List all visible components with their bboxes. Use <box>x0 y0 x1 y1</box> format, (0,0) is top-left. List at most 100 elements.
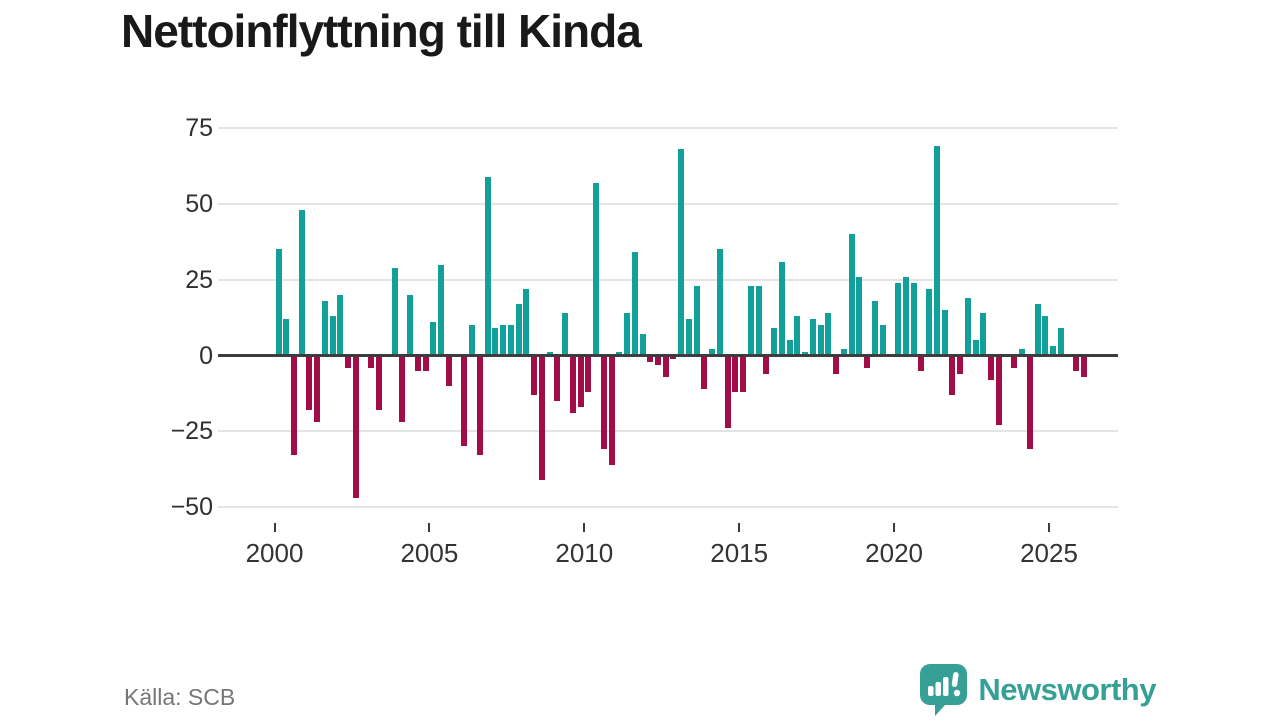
y-axis-tick-label: −50 <box>170 493 213 521</box>
bar <box>895 282 902 356</box>
bar <box>724 355 731 429</box>
bar <box>910 282 917 356</box>
bar <box>771 328 778 356</box>
bar <box>569 355 576 414</box>
x-axis-tick-label: 2010 <box>555 538 614 568</box>
newsworthy-wordmark: Newsworthy <box>978 672 1156 707</box>
bar <box>546 352 553 356</box>
bar <box>329 316 336 356</box>
bar <box>685 319 692 356</box>
x-axis-tick-label: 2000 <box>245 538 304 568</box>
bar <box>763 355 770 374</box>
gridline <box>218 506 1118 508</box>
bar <box>655 355 661 365</box>
bar <box>337 294 344 356</box>
bar <box>391 267 398 356</box>
bar <box>778 261 785 356</box>
bar <box>275 249 282 356</box>
bar <box>600 355 607 450</box>
bar <box>298 210 305 356</box>
bar <box>662 355 669 377</box>
bar <box>422 355 429 371</box>
newsworthy-speech-bubble-chart-icon <box>920 664 968 716</box>
bar <box>972 340 979 356</box>
bar <box>438 264 445 356</box>
bar <box>647 355 654 362</box>
bar <box>693 285 700 356</box>
bar <box>321 300 328 356</box>
bar <box>709 349 716 356</box>
gridline <box>218 278 1118 281</box>
bar <box>995 355 1002 426</box>
bar <box>1042 316 1049 356</box>
bar <box>376 355 383 411</box>
source-note: Källa: SCB <box>124 684 236 710</box>
x-axis-tick-mark <box>428 523 431 532</box>
bar <box>933 146 940 356</box>
bar <box>593 182 600 356</box>
bar <box>585 355 592 392</box>
bar <box>701 355 708 389</box>
bar <box>352 355 359 498</box>
bar <box>918 355 925 371</box>
bar <box>740 355 747 392</box>
x-axis-tick-mark <box>738 523 741 532</box>
bar <box>802 352 809 356</box>
bar <box>964 297 971 356</box>
bar <box>445 355 452 386</box>
bar <box>1080 355 1087 377</box>
bar <box>500 325 507 356</box>
bar <box>484 176 491 356</box>
y-axis-tick-label: 75 <box>185 114 213 143</box>
bar <box>314 355 321 423</box>
bar <box>957 355 964 374</box>
bar <box>631 252 638 356</box>
bar <box>848 234 855 356</box>
bar <box>345 355 352 368</box>
bar <box>809 319 816 356</box>
bar <box>902 276 909 356</box>
bar <box>399 355 406 423</box>
bar <box>1057 328 1064 356</box>
chart-title: Nettoinflyttning till Kinda <box>121 5 642 57</box>
bar <box>926 288 933 356</box>
y-axis-tick-label: −25 <box>170 417 213 446</box>
bar <box>825 313 832 356</box>
gridline <box>218 430 1118 433</box>
y-axis-tick-label: 50 <box>185 190 213 218</box>
bar <box>368 355 375 368</box>
bar <box>492 328 499 356</box>
bar <box>507 325 514 356</box>
bar <box>670 355 677 359</box>
bar <box>941 310 948 356</box>
bar <box>430 322 437 356</box>
zero-axis-line <box>218 354 1118 357</box>
bar <box>523 288 530 356</box>
x-axis-tick-mark <box>583 523 586 532</box>
bar <box>461 355 468 447</box>
x-axis-tick-label: 2015 <box>710 538 769 568</box>
x-axis-tick-mark <box>273 523 276 532</box>
bar <box>1011 355 1018 368</box>
bar <box>786 340 793 356</box>
y-axis-tick-label: 25 <box>185 265 213 294</box>
bar <box>306 355 313 411</box>
bar <box>840 349 847 356</box>
bar <box>949 355 956 395</box>
bar <box>794 316 801 356</box>
bar <box>980 313 987 356</box>
bar <box>1073 355 1080 371</box>
bar <box>871 300 878 356</box>
bar <box>515 303 522 356</box>
gridline <box>218 203 1118 205</box>
x-axis-tick-label: 2005 <box>400 538 459 568</box>
bar <box>817 325 824 356</box>
bar <box>864 355 871 368</box>
bar <box>616 352 623 356</box>
bar <box>755 285 762 356</box>
bar <box>833 355 840 374</box>
bar <box>988 355 995 380</box>
x-axis-tick-mark <box>893 523 896 532</box>
bar <box>608 355 615 465</box>
